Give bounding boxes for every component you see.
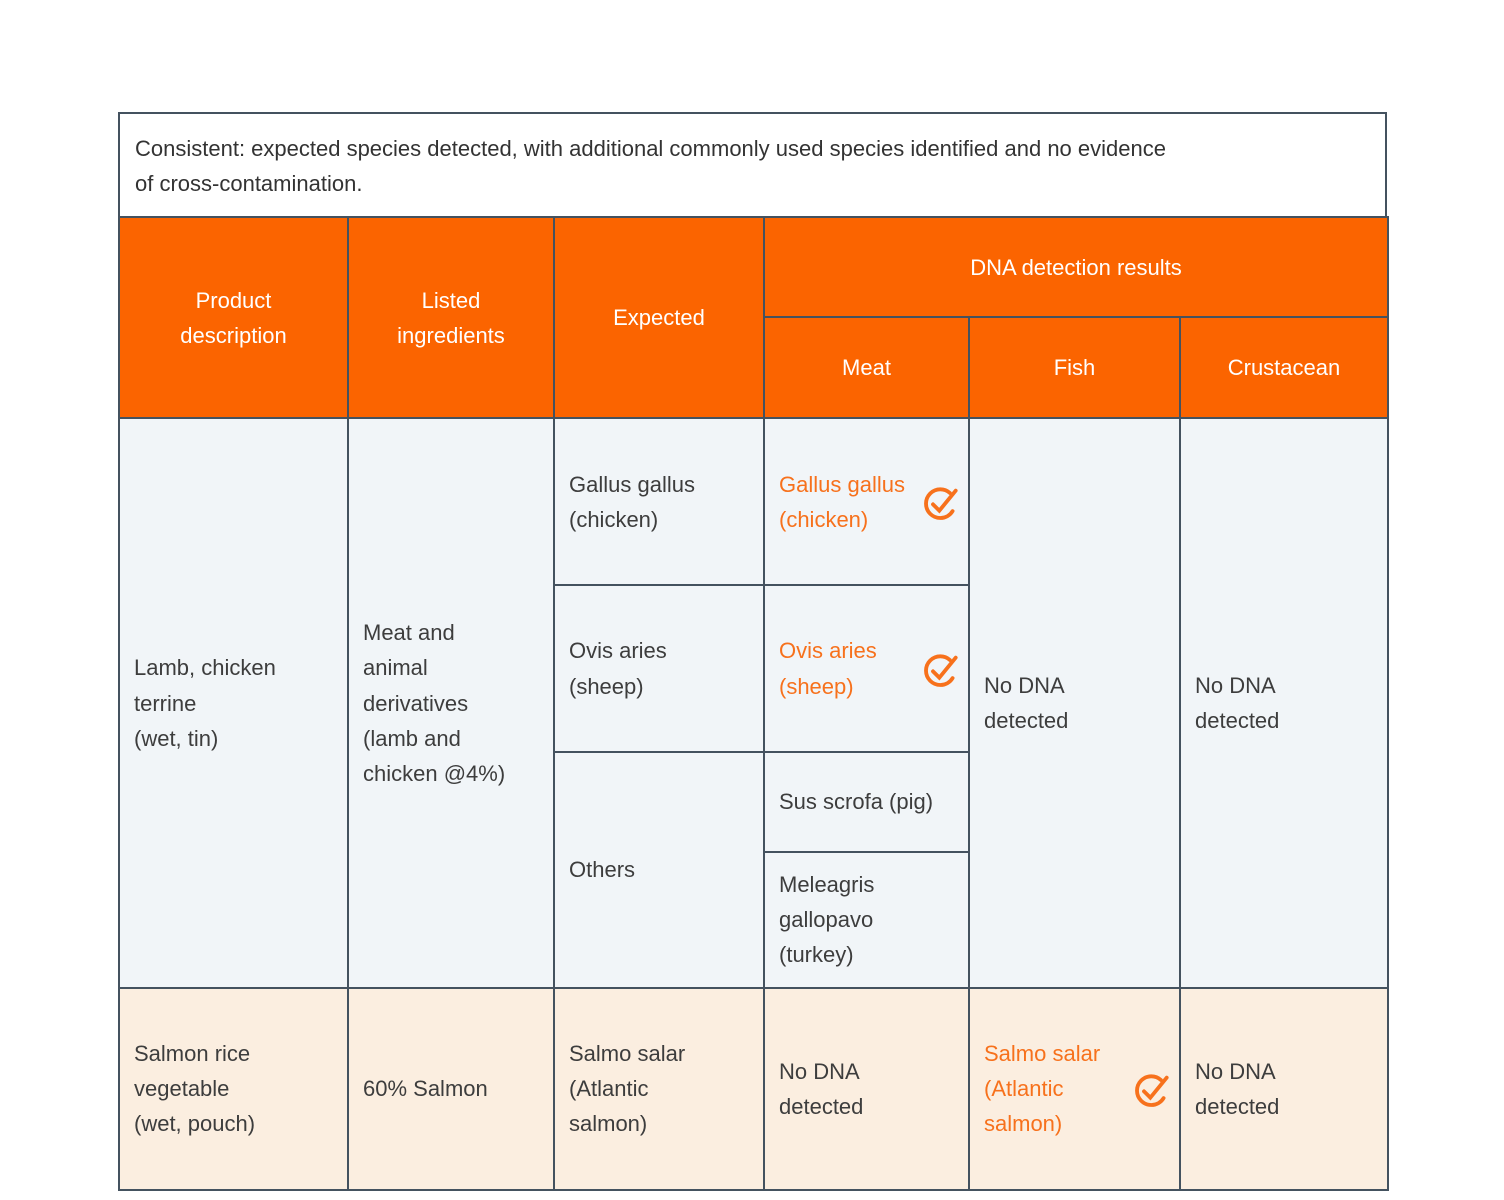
table-row: Ovis aries (sheep) Ovis aries (sheep) (119, 584, 1388, 753)
col-header-dna-detection-results: DNA detection results (763, 216, 1389, 319)
check-circle-icon (1133, 1069, 1173, 1109)
col-header-expected: Expected (553, 216, 765, 420)
results-table: Product description Listed ingredients E… (118, 216, 1389, 1191)
expected-species-cell: Ovis aries (sheep) (553, 584, 765, 753)
expected-species-cell: Gallus gallus (chicken) (553, 417, 765, 587)
header-row-top: Product description Listed ingredients E… (118, 216, 1389, 420)
detected-species-label: Ovis aries (sheep) (779, 638, 877, 699)
listed-ingredients-cell: 60% Salmon (347, 986, 555, 1191)
table-row: Salmon rice vegetable (wet, pouch) 60% S… (118, 986, 1389, 1191)
meat-result-cell: Gallus gallus (chicken) (763, 417, 970, 587)
col-header-product-description: Product description (118, 216, 349, 420)
fish-result-cell: No DNA detected (968, 417, 1181, 989)
col-header-meat: Meat (763, 316, 970, 420)
header-row-sub: Meat Fish Crustacean (119, 316, 1389, 420)
table-caption: Consistent: expected species detected, w… (118, 112, 1387, 217)
check-circle-icon (922, 649, 962, 689)
listed-ingredients-cell: Meat and animal derivatives (lamb and ch… (347, 417, 555, 989)
meat-result-cell: Ovis aries (sheep) (763, 584, 970, 753)
detected-species-label: Salmo salar (Atlantic salmon) (984, 1041, 1101, 1137)
product-description-cell: Lamb, chicken terrine (wet, tin) (118, 417, 349, 989)
product-description-cell: Salmon rice vegetable (wet, pouch) (118, 986, 349, 1191)
col-header-crustacean: Crustacean (1179, 316, 1389, 420)
crustacean-result-cell: No DNA detected (1179, 417, 1389, 989)
meat-result-cell: No DNA detected (763, 986, 970, 1191)
meat-result-cell: Meleagris gallopavo (turkey) (763, 850, 970, 989)
meat-result-cell: Sus scrofa (pig) (763, 750, 970, 853)
col-header-listed-ingredients: Listed ingredients (347, 216, 555, 420)
table-row: Meleagris gallopavo (turkey) (119, 850, 1388, 989)
dna-results-table: Consistent: expected species detected, w… (118, 112, 1389, 1191)
detected-species-label: Gallus gallus (chicken) (779, 471, 905, 532)
fish-result-cell: Salmo salar (Atlantic salmon) (968, 986, 1181, 1191)
col-header-fish: Fish (968, 316, 1181, 420)
table-row: Lamb, chicken terrine (wet, tin) Meat an… (118, 417, 1389, 989)
expected-species-cell: Salmo salar (Atlantic salmon) (553, 986, 765, 1191)
expected-species-cell: Others (553, 750, 765, 989)
table-row: Others Sus scrofa (pig) (119, 750, 1388, 989)
crustacean-result-cell: No DNA detected (1179, 986, 1389, 1191)
check-circle-icon (922, 482, 962, 522)
